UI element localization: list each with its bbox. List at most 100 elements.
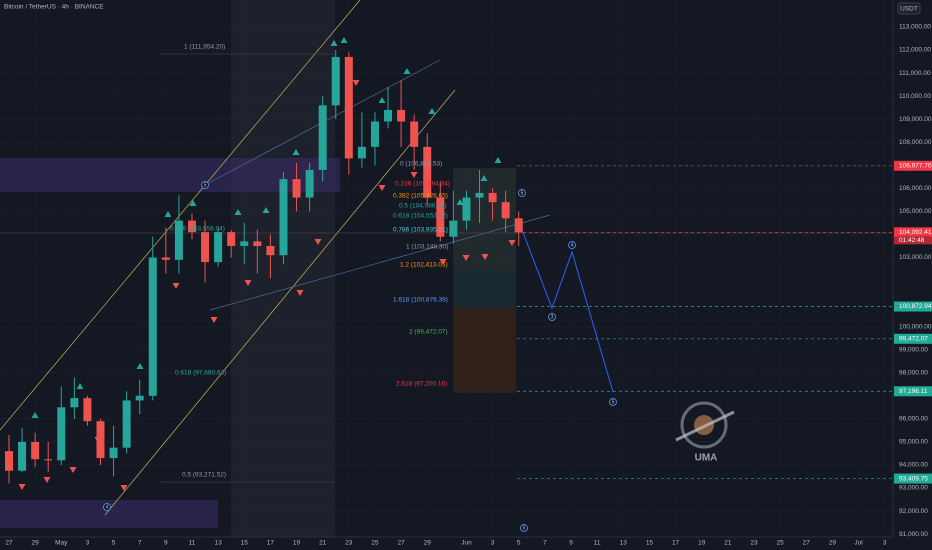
price-tag-label: 97,196.11 bbox=[899, 388, 928, 395]
channel-line bbox=[0, 0, 361, 431]
axes: 91,000.00 92,000.00 93,000.00 94,000.00 95,0… bbox=[5, 24, 932, 547]
fib-label: 0.5 (104,986.41) bbox=[399, 203, 447, 210]
fib-label: 1 (103,148.30) bbox=[406, 244, 448, 251]
wave-circle bbox=[520, 524, 528, 532]
candle-body bbox=[148, 257, 157, 396]
x-tick-label: 15 bbox=[646, 540, 654, 547]
overlay: 1 (111,954.20) 0.786 (103,558.04) 0.618 (9… bbox=[18, 37, 893, 532]
y-tick-label: 103,000.00 bbox=[899, 254, 932, 261]
signal-up bbox=[378, 97, 386, 103]
x-tick-label: 21 bbox=[319, 540, 327, 547]
candle-body bbox=[57, 407, 66, 461]
wave-label: 5 bbox=[204, 183, 207, 189]
candle-body bbox=[318, 105, 327, 170]
candle-body bbox=[122, 400, 131, 448]
signal-up bbox=[494, 157, 502, 163]
fib-label: 1.2 (102,413.05) bbox=[400, 262, 448, 269]
currency: USDT bbox=[900, 6, 918, 13]
signal-down bbox=[410, 172, 418, 178]
y-tick-label: 108,000.00 bbox=[899, 139, 932, 146]
fib-label: 2.618 (97,200.16) bbox=[396, 381, 447, 388]
signal-down bbox=[94, 437, 102, 443]
x-tick-label: 27 bbox=[803, 540, 811, 547]
candle-body bbox=[410, 121, 419, 147]
fib-label: 1 (111,954.20) bbox=[184, 44, 225, 51]
wave-circle bbox=[548, 313, 556, 321]
signal-up bbox=[189, 200, 197, 206]
signal-up bbox=[164, 211, 172, 217]
candle-body bbox=[109, 447, 118, 459]
candle-body bbox=[292, 179, 301, 198]
signal-down bbox=[210, 317, 218, 323]
x-tick-label: 5 bbox=[112, 540, 116, 547]
candle-body bbox=[83, 398, 92, 422]
price-tag bbox=[894, 301, 932, 312]
signal-up bbox=[136, 363, 144, 369]
candle-body bbox=[357, 146, 366, 159]
candle-body bbox=[214, 232, 223, 263]
y-tick-label: 106,000.00 bbox=[899, 185, 932, 192]
y-tick-label: 105,000.00 bbox=[899, 208, 932, 215]
signal-up bbox=[340, 37, 348, 43]
x-tick-label: 11 bbox=[189, 540, 196, 547]
x-tick-label: 3 bbox=[883, 540, 887, 547]
signal-up bbox=[31, 412, 39, 418]
fib-label: 0.786 (103,935.01) bbox=[393, 227, 448, 234]
signal-up bbox=[234, 209, 242, 215]
x-tick-label: Jul bbox=[854, 540, 863, 547]
price-tag bbox=[894, 386, 932, 397]
x-tick-label: 27 bbox=[5, 540, 13, 547]
x-tick-label: 11 bbox=[594, 540, 601, 547]
y-tick-label: 93,000.00 bbox=[899, 485, 928, 492]
logo-text: UMA bbox=[695, 453, 718, 464]
signal-down bbox=[296, 290, 304, 296]
wave-circle bbox=[568, 241, 576, 249]
candle-body bbox=[514, 218, 523, 233]
price-tag-label: 99,472.07 bbox=[899, 336, 928, 343]
x-tick-label: 23 bbox=[345, 540, 353, 547]
y-tick-label: 110,000.00 bbox=[899, 93, 931, 100]
x-tick-label: 29 bbox=[829, 540, 837, 547]
y-tick-label: 100,000.00 bbox=[899, 323, 932, 330]
x-tick-label: May bbox=[55, 540, 68, 547]
x-tick-label: 29 bbox=[424, 540, 432, 547]
candle-body bbox=[187, 220, 196, 233]
candle-body bbox=[5, 451, 13, 471]
candle-body bbox=[501, 202, 510, 219]
y-tick-label: 111,000.00 bbox=[899, 70, 931, 77]
y-tick-label: 109,000.00 bbox=[899, 116, 932, 123]
signal-down bbox=[18, 484, 26, 490]
price-tag bbox=[894, 333, 932, 344]
price-tag bbox=[894, 160, 932, 171]
signal-up bbox=[403, 68, 411, 74]
y-tick-label: 96,000.00 bbox=[899, 416, 928, 423]
logo: UMA bbox=[675, 401, 735, 464]
price-tag bbox=[894, 227, 932, 238]
candle-body bbox=[462, 197, 471, 221]
wave-circle bbox=[609, 398, 617, 406]
signal-up bbox=[330, 40, 338, 46]
y-tick-label: 92,000.00 bbox=[899, 508, 928, 515]
candle-body bbox=[331, 56, 340, 106]
x-tick-label: 9 bbox=[569, 540, 573, 547]
chart-title: Bitcoin / TetherUS · 4h · BINANCE bbox=[4, 4, 104, 11]
price-tag-label: 106,977.70 bbox=[899, 163, 932, 170]
wave-label: 4 bbox=[106, 505, 109, 511]
signal-up bbox=[76, 383, 84, 389]
candle-body bbox=[488, 192, 497, 203]
candle-body bbox=[279, 179, 288, 256]
signal-down bbox=[244, 280, 252, 286]
signal-up bbox=[262, 207, 270, 213]
signal-down bbox=[172, 283, 180, 289]
x-tick-label: 7 bbox=[138, 540, 142, 547]
candle-body bbox=[18, 441, 27, 471]
x-tick-label: Jun bbox=[461, 540, 472, 547]
signal-up bbox=[456, 199, 464, 205]
wave-label: 3 bbox=[551, 315, 554, 321]
x-tick-label: 7 bbox=[543, 540, 547, 547]
wave-label: 5 bbox=[523, 526, 526, 532]
candle-body bbox=[423, 146, 432, 198]
candle-body bbox=[135, 395, 144, 401]
fib-label: 0.786 (103,558.04) bbox=[170, 226, 225, 233]
